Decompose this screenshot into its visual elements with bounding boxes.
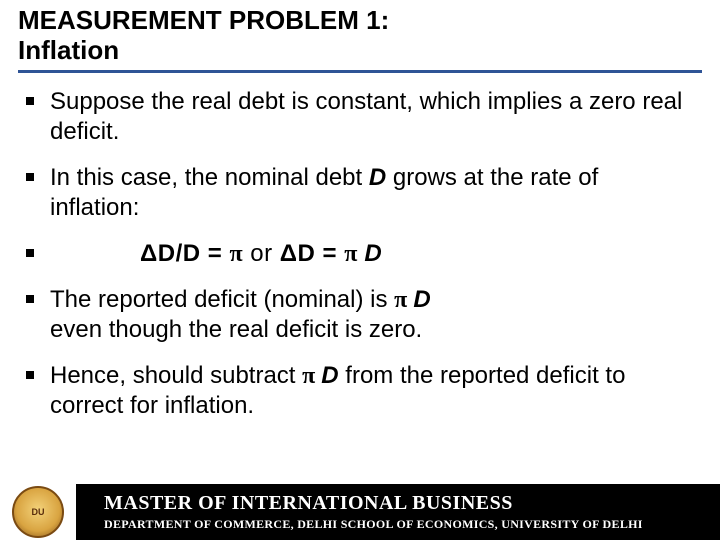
bullet-1-text: Suppose the real debt is constant, which… (50, 87, 694, 147)
university-crest: DU (0, 484, 76, 540)
title-line2: Inflation (18, 35, 119, 65)
slide: MEASUREMENT PROBLEM 1: Inflation Suppose… (0, 0, 720, 540)
bullet-4: The reported deficit (nominal) is π D ev… (26, 285, 694, 345)
bullet-5-D: D (321, 362, 345, 389)
bullet-4-D: D (413, 286, 430, 313)
crest-label: DU (32, 507, 45, 517)
bullet-2-text: In this case, the nominal debt D grows a… (50, 163, 694, 223)
eq-pi-1: π (229, 241, 243, 267)
bullet-5-pi: π (302, 363, 321, 389)
footer-line1: MASTER OF INTERNATIONAL BUSINESS (104, 492, 720, 515)
bullet-4-pi: π (394, 287, 413, 313)
bullet-3-equation: ΔD/D = π or ΔD = π D (26, 239, 694, 269)
title-line1: MEASUREMENT PROBLEM 1: (18, 5, 389, 35)
equation-text: ΔD/D = π or ΔD = π D (50, 239, 382, 269)
bullet-1: Suppose the real debt is constant, which… (26, 87, 694, 147)
eq-pi-2: π (344, 241, 364, 267)
slide-body: Suppose the real debt is constant, which… (0, 73, 720, 421)
bullet-icon (26, 371, 34, 379)
footer-bar: DU MASTER OF INTERNATIONAL BUSINESS DEPA… (0, 484, 720, 540)
eq-D-2: D (364, 240, 382, 267)
bullet-4-text: The reported deficit (nominal) is π D ev… (50, 285, 431, 345)
bullet-icon (26, 295, 34, 303)
slide-title: MEASUREMENT PROBLEM 1: Inflation (18, 6, 702, 66)
bullet-2-var-D: D (369, 164, 386, 191)
bullet-icon (26, 97, 34, 105)
bullet-5: Hence, should subtract π D from the repo… (26, 361, 694, 421)
bullet-icon (26, 249, 34, 257)
bullet-5-a: Hence, should subtract (50, 362, 302, 389)
bullet-4-b: even though the real deficit is zero. (50, 316, 422, 343)
bullet-icon (26, 173, 34, 181)
bullet-5-text: Hence, should subtract π D from the repo… (50, 361, 694, 421)
bullet-4-a: The reported deficit (nominal) is (50, 286, 394, 313)
footer-text: MASTER OF INTERNATIONAL BUSINESS DEPARTM… (76, 492, 720, 532)
bullet-2: In this case, the nominal debt D grows a… (26, 163, 694, 223)
crest-icon: DU (12, 486, 64, 538)
footer-line2: DEPARTMENT OF COMMERCE, DELHI SCHOOL OF … (104, 517, 720, 532)
bullet-2-a: In this case, the nominal debt (50, 164, 369, 191)
eq-dD-over-D: ΔD/D = (140, 240, 229, 267)
eq-or: or (243, 240, 280, 267)
eq-dD: ΔD = (280, 240, 344, 267)
title-block: MEASUREMENT PROBLEM 1: Inflation (0, 0, 720, 73)
